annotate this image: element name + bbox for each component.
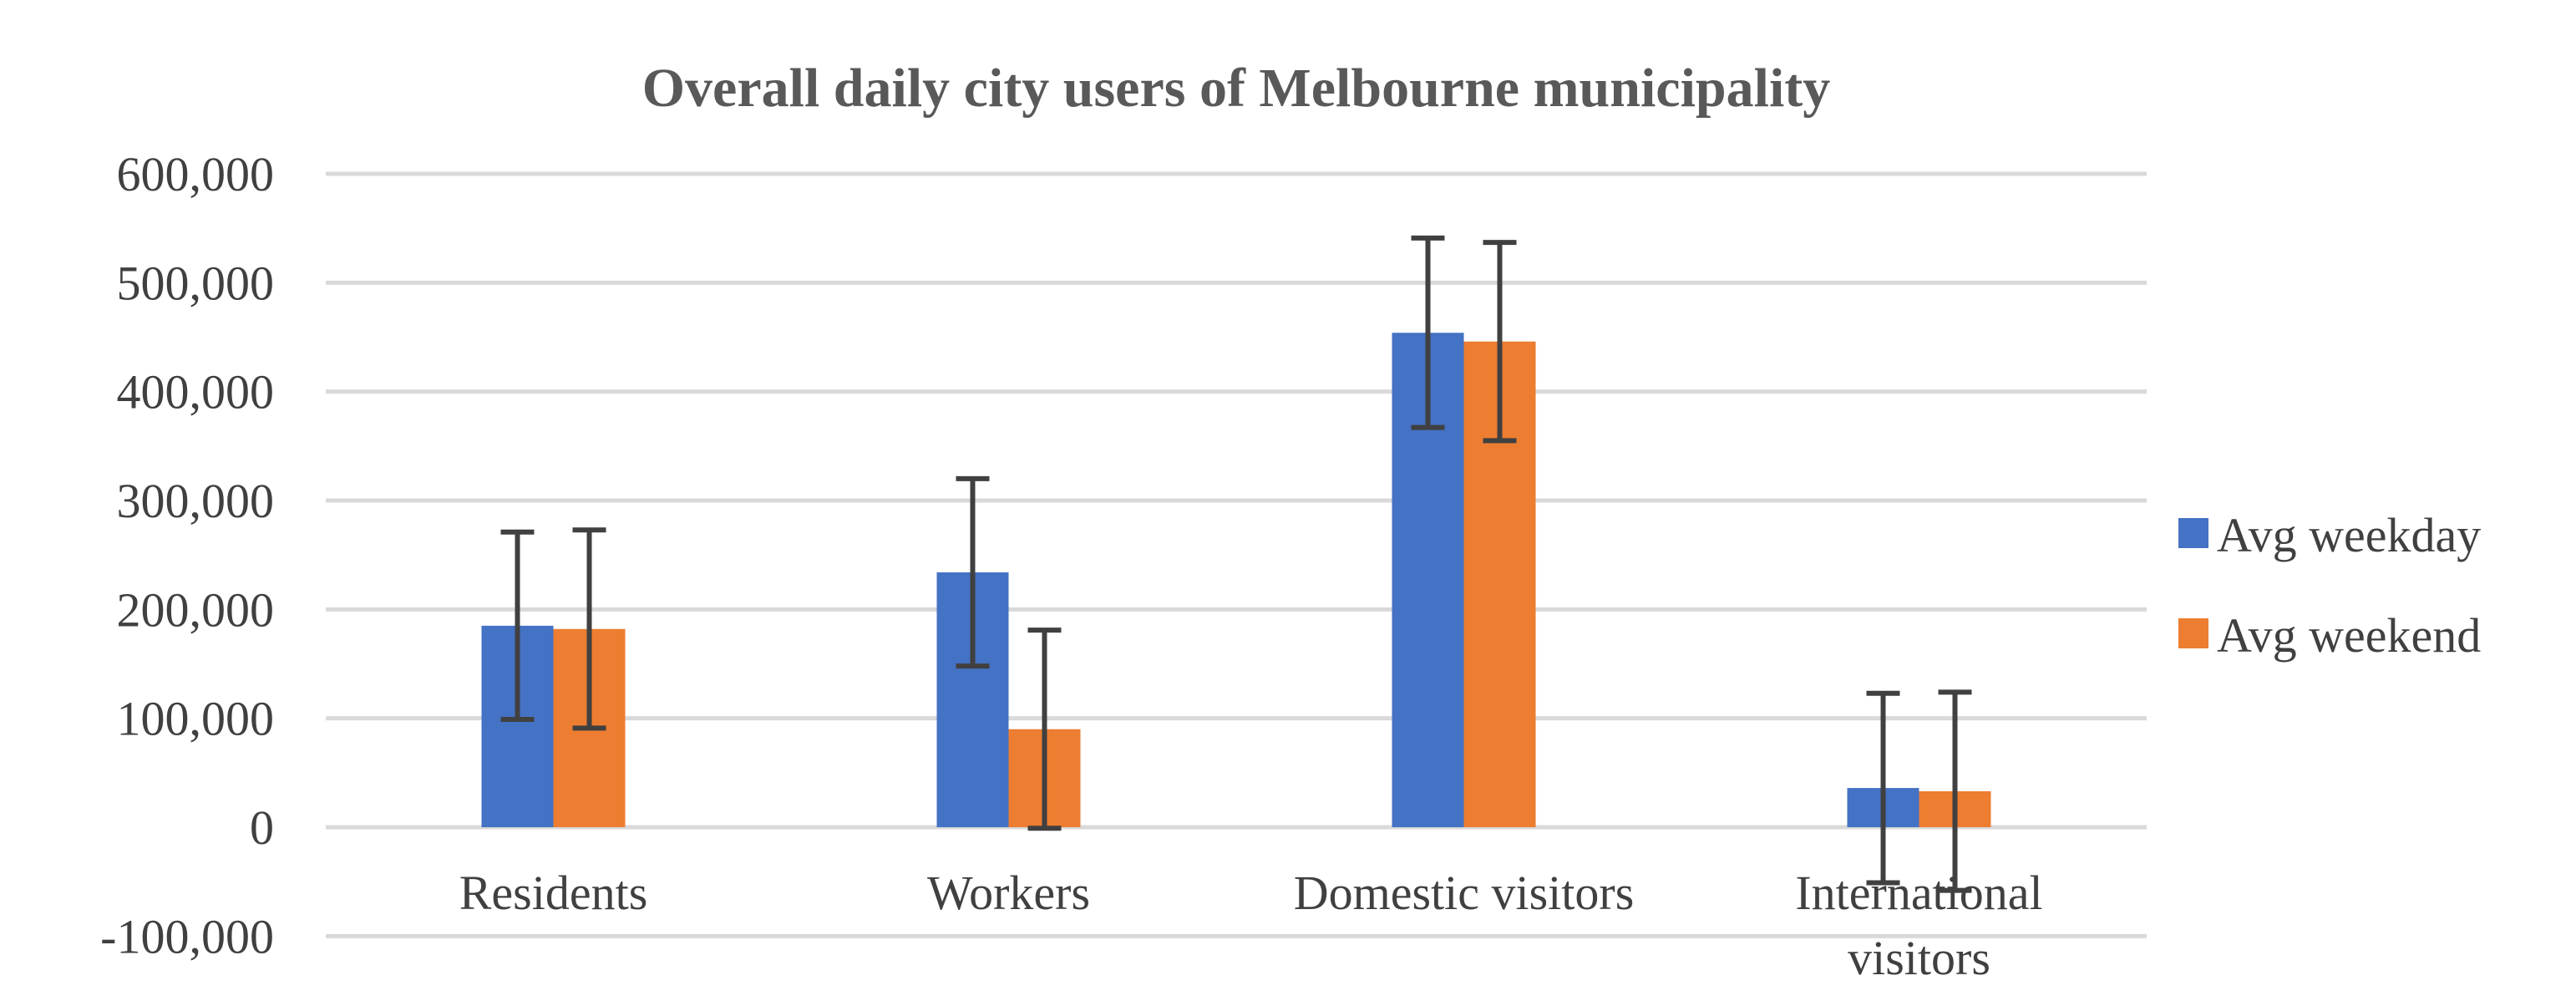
y-tick-label: 500,000: [117, 256, 275, 310]
y-tick-label: -100,000: [100, 909, 274, 963]
legend-swatch: [2178, 518, 2208, 548]
y-tick-label: 600,000: [117, 147, 275, 201]
error-bar: [956, 475, 990, 669]
error-bar: [1027, 628, 1062, 831]
error-bar: [1483, 240, 1517, 444]
legend-label: Avg weekday: [2217, 508, 2481, 562]
error-bar: [1938, 689, 1972, 893]
y-axis-tick-labels: -100,000 0 100,000 200,000 300,000 400,000 500…: [100, 147, 274, 963]
y-tick-label: 200,000: [117, 582, 275, 637]
x-category-label: International visitors: [1795, 866, 2042, 985]
bars: [481, 333, 1991, 828]
x-category-label: Workers: [927, 866, 1090, 920]
legend: Avg weekday Avg weekend: [2178, 508, 2481, 663]
legend-item: Avg weekend: [2178, 608, 2481, 663]
error-bar: [500, 529, 535, 722]
error-bar: [1411, 235, 1445, 430]
error-bar: [572, 527, 606, 731]
error-bar: [1866, 690, 1900, 886]
y-tick-label: 100,000: [117, 692, 275, 746]
y-tick-label: 400,000: [117, 365, 275, 419]
gridlines: [326, 171, 2147, 938]
legend-item: Avg weekday: [2178, 508, 2481, 562]
legend-swatch: [2178, 618, 2208, 648]
y-tick-label: 300,000: [117, 474, 275, 528]
chart-title: Overall daily city users of Melbourne mu…: [642, 58, 1831, 119]
x-category-label: Domestic visitors: [1294, 866, 1635, 920]
x-category-label: Residents: [459, 866, 648, 920]
legend-label: Avg weekend: [2217, 608, 2481, 663]
x-axis-category-labels: Residents Workers Domestic visitors Interna…: [459, 866, 2043, 985]
y-tick-label: 0: [250, 800, 274, 855]
error-bars: [500, 235, 1972, 893]
